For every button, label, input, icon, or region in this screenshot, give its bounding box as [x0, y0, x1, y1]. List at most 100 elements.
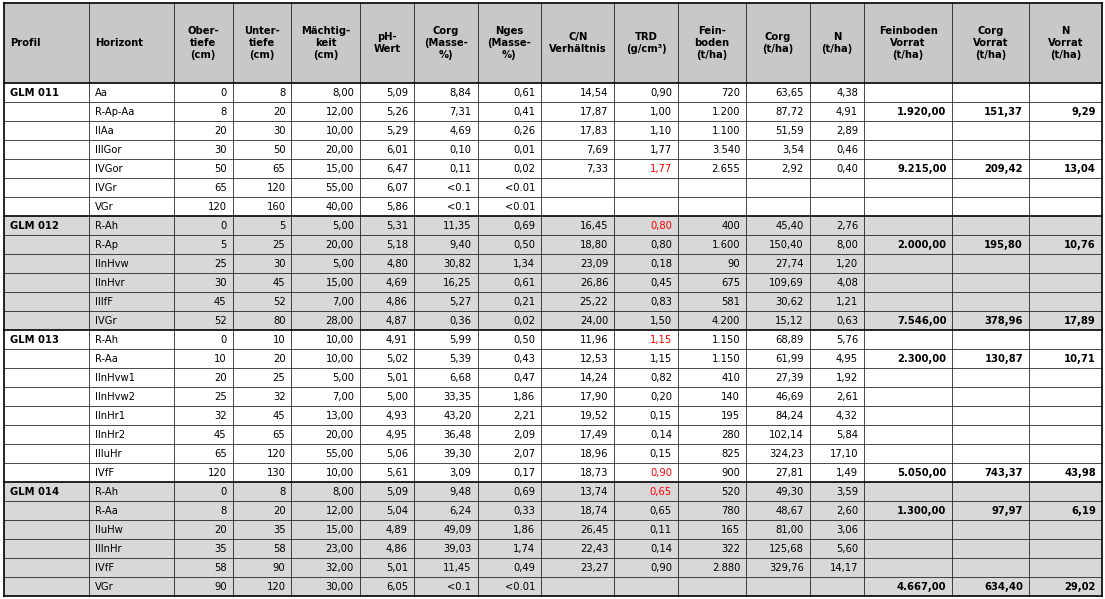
Text: 0,69: 0,69	[513, 220, 535, 231]
Text: 35: 35	[214, 543, 227, 553]
Text: 0,36: 0,36	[450, 316, 472, 325]
Text: 97,97: 97,97	[991, 506, 1023, 516]
Text: 14,24: 14,24	[580, 373, 608, 383]
Text: 7.546,00: 7.546,00	[897, 316, 946, 325]
Text: 4,86: 4,86	[386, 543, 408, 553]
Text: Aa: Aa	[95, 87, 108, 98]
Text: 10,76: 10,76	[1064, 240, 1096, 250]
Text: 90: 90	[214, 582, 227, 591]
Text: 6,24: 6,24	[450, 506, 472, 516]
Text: R-Ap-Aa: R-Ap-Aa	[95, 107, 134, 117]
Bar	[4, 368, 1102, 387]
Bar	[4, 311, 1102, 330]
Text: 5,39: 5,39	[450, 353, 472, 364]
Text: 36,48: 36,48	[443, 429, 472, 440]
Text: 2.880: 2.880	[712, 562, 740, 573]
Text: 1,10: 1,10	[650, 126, 672, 135]
Text: 0,90: 0,90	[650, 87, 672, 98]
Bar	[4, 425, 1102, 444]
Text: 1,49: 1,49	[835, 467, 857, 477]
Bar	[4, 83, 1102, 102]
Text: 4,91: 4,91	[835, 107, 857, 117]
Text: 8: 8	[220, 506, 227, 516]
Bar	[4, 444, 1102, 463]
Text: 6,68: 6,68	[450, 373, 472, 383]
Text: R-Aa: R-Aa	[95, 506, 118, 516]
Text: 0,61: 0,61	[513, 87, 535, 98]
Text: 5,26: 5,26	[386, 107, 408, 117]
Text: 5,86: 5,86	[386, 201, 408, 211]
Text: 0,65: 0,65	[650, 486, 672, 497]
Bar	[4, 235, 1102, 254]
Text: 50: 50	[273, 144, 285, 155]
Text: 18,80: 18,80	[580, 240, 608, 250]
Text: 8,00: 8,00	[332, 87, 354, 98]
Text: 195,80: 195,80	[985, 240, 1023, 250]
Text: GLM 013: GLM 013	[10, 334, 59, 344]
Text: 0,90: 0,90	[650, 467, 672, 477]
Text: 32: 32	[273, 392, 285, 401]
Text: 4,91: 4,91	[386, 334, 408, 344]
Text: GLM 011: GLM 011	[10, 87, 60, 98]
Text: 35: 35	[273, 525, 285, 534]
Text: Horizont: Horizont	[95, 38, 143, 48]
Text: 13,00: 13,00	[326, 410, 354, 420]
Text: 120: 120	[266, 449, 285, 458]
Text: 1,77: 1,77	[650, 144, 672, 155]
Text: 18,73: 18,73	[580, 467, 608, 477]
Text: 5,02: 5,02	[386, 353, 408, 364]
Text: 43,98: 43,98	[1064, 467, 1096, 477]
Text: 5,27: 5,27	[450, 297, 472, 307]
Text: 52: 52	[273, 297, 285, 307]
Text: 1,15: 1,15	[650, 334, 672, 344]
Bar	[4, 539, 1102, 558]
Text: 0,15: 0,15	[650, 410, 672, 420]
Text: IVfF: IVfF	[95, 467, 114, 477]
Text: IIIGor: IIIGor	[95, 144, 122, 155]
Text: 0: 0	[220, 220, 227, 231]
Text: 1,74: 1,74	[513, 543, 535, 553]
Text: 4.667,00: 4.667,00	[897, 582, 946, 591]
Bar	[4, 197, 1102, 216]
Text: 20: 20	[273, 107, 285, 117]
Text: 8,00: 8,00	[836, 240, 857, 250]
Text: 7,31: 7,31	[450, 107, 472, 117]
Bar	[4, 387, 1102, 406]
Text: 25: 25	[273, 373, 285, 383]
Text: 581: 581	[722, 297, 740, 307]
Text: 20: 20	[214, 373, 227, 383]
Text: 720: 720	[722, 87, 740, 98]
Text: 8,00: 8,00	[332, 486, 354, 497]
Text: 6,07: 6,07	[386, 183, 408, 192]
Text: R-Aa: R-Aa	[95, 353, 118, 364]
Text: 11,45: 11,45	[443, 562, 472, 573]
Text: 81,00: 81,00	[776, 525, 803, 534]
Text: 410: 410	[722, 373, 740, 383]
Text: 4,93: 4,93	[386, 410, 408, 420]
Text: 25: 25	[213, 259, 227, 268]
Text: 13,04: 13,04	[1064, 164, 1096, 174]
Text: 20: 20	[214, 525, 227, 534]
Text: 0,10: 0,10	[450, 144, 472, 155]
Text: 7,00: 7,00	[332, 392, 354, 401]
Text: 8: 8	[280, 87, 285, 98]
Text: 46,69: 46,69	[776, 392, 803, 401]
Bar	[4, 406, 1102, 425]
Text: 1.600: 1.600	[712, 240, 740, 250]
Text: 2.300,00: 2.300,00	[897, 353, 946, 364]
Text: 11,35: 11,35	[443, 220, 472, 231]
Text: 12,00: 12,00	[325, 107, 354, 117]
Text: <0.1: <0.1	[448, 201, 472, 211]
Text: 30: 30	[273, 259, 285, 268]
Text: Corg
(t/ha): Corg (t/ha)	[762, 32, 793, 54]
Text: 140: 140	[722, 392, 740, 401]
Text: 25: 25	[213, 392, 227, 401]
Text: 120: 120	[208, 467, 227, 477]
Text: 12,00: 12,00	[325, 506, 354, 516]
Text: 0,45: 0,45	[650, 277, 672, 288]
Text: 5,84: 5,84	[836, 429, 857, 440]
Text: 90: 90	[273, 562, 285, 573]
Text: 400: 400	[722, 220, 740, 231]
Text: Feinboden
Vorrat
(t/ha): Feinboden Vorrat (t/ha)	[878, 26, 938, 60]
Text: IInHvr: IInHvr	[95, 277, 125, 288]
